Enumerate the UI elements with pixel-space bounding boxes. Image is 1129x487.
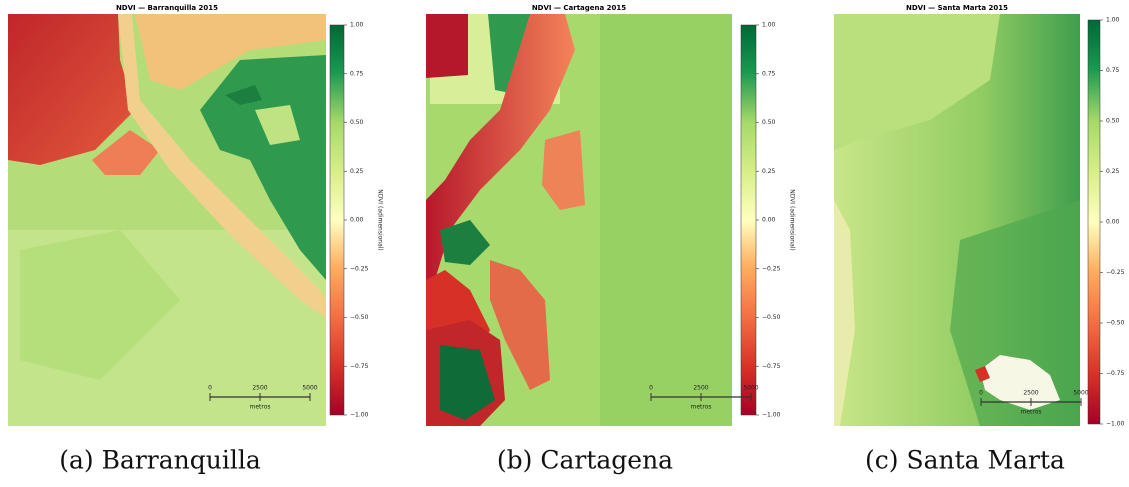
scale-bar-label: 5000: [743, 385, 758, 392]
colorbar-tick-label: 1.00: [1106, 17, 1120, 24]
scale-bar-unit: metros: [690, 404, 711, 411]
colorbar-tick-label: 0.00: [1106, 219, 1120, 226]
colorbar-tick-label: 0.50: [1106, 118, 1120, 125]
scale-bar-label: 0: [208, 385, 212, 392]
figure: NDVI — Barranquilla 2015 1.00 0.75 0.50 0.25…: [0, 0, 1129, 483]
colorbar-tick-label: 0.25: [1106, 168, 1120, 175]
colorbar-tick-label: 0.00: [350, 217, 364, 224]
colorbar-tick-label: −0.75: [1106, 370, 1125, 377]
panel-caption: (a) Barranquilla: [59, 446, 261, 475]
colorbar-tick-label: 0.50: [350, 119, 364, 126]
colorbar-tick-label: −1.00: [1106, 421, 1125, 428]
panel-title: NDVI — Barranquilla 2015: [116, 4, 218, 12]
colorbar-tick-label: 1.00: [350, 22, 364, 29]
colorbar-tick-label: 0.75: [1106, 67, 1120, 74]
colorbar-tick-label: −1.00: [762, 412, 781, 419]
scale-bar-label: 2500: [1023, 390, 1038, 397]
colorbar-tick-label: 0.50: [762, 119, 776, 126]
colorbar: [330, 25, 344, 415]
colorbar: [741, 25, 756, 415]
colorbar-tick-label: −0.50: [762, 314, 781, 321]
colorbar-tick-label: 0.25: [350, 168, 364, 175]
scale-bar-unit: metros: [1020, 409, 1041, 416]
colorbar-label: NDVI (adimensional): [789, 189, 796, 251]
scale-bar-unit: metros: [249, 404, 270, 411]
map-santa-marta: [834, 14, 1080, 426]
scale-bar-label: 5000: [1073, 390, 1088, 397]
colorbar-tick-label: 0.75: [350, 70, 364, 77]
colorbar-tick-label: −0.75: [762, 363, 781, 370]
map-cartagena: [426, 14, 732, 426]
colorbar-tick-label: −0.25: [350, 265, 369, 272]
colorbar-tick-label: −0.50: [350, 314, 369, 321]
colorbar-tick-label: 0.75: [762, 70, 776, 77]
scale-bar-label: 0: [649, 385, 653, 392]
colorbar-tick-label: −1.00: [350, 412, 369, 419]
colorbar-tick-label: −0.50: [1106, 320, 1125, 327]
colorbar-tick-label: 1.00: [762, 22, 776, 29]
map-barranquilla: [8, 14, 326, 426]
colorbar-tick-label: 0.00: [762, 217, 776, 224]
colorbar: [1088, 20, 1100, 424]
panel-caption: (b) Cartagena: [497, 446, 673, 475]
colorbar-label: NDVI (adimensional): [377, 189, 384, 251]
panel-caption: (c) Santa Marta: [865, 446, 1065, 475]
panel-title: NDVI — Cartagena 2015: [532, 4, 626, 12]
colorbar-tick-label: −0.75: [350, 363, 369, 370]
panel-title: NDVI — Santa Marta 2015: [906, 4, 1008, 12]
scale-bar-label: 5000: [302, 385, 317, 392]
colorbar-tick-label: −0.25: [1106, 269, 1125, 276]
scale-bar-label: 2500: [252, 385, 267, 392]
scale-bar-label: 0: [979, 390, 983, 397]
colorbar-tick-label: −0.25: [762, 265, 781, 272]
scale-bar-label: 2500: [693, 385, 708, 392]
colorbar-tick-label: 0.25: [762, 168, 776, 175]
